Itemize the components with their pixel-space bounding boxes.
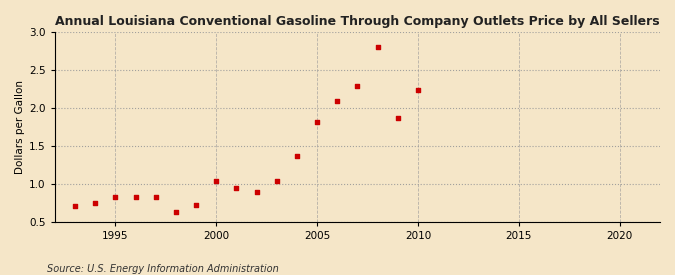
- Point: [211, 179, 221, 184]
- Point: [312, 119, 323, 124]
- Point: [332, 99, 343, 103]
- Point: [372, 45, 383, 49]
- Point: [271, 178, 282, 183]
- Y-axis label: Dollars per Gallon: Dollars per Gallon: [15, 80, 25, 174]
- Title: Annual Louisiana Conventional Gasoline Through Company Outlets Price by All Sell: Annual Louisiana Conventional Gasoline T…: [55, 15, 659, 28]
- Point: [70, 204, 80, 208]
- Point: [392, 116, 403, 120]
- Point: [130, 194, 141, 199]
- Point: [190, 203, 201, 207]
- Point: [231, 186, 242, 191]
- Point: [352, 84, 362, 88]
- Point: [151, 195, 161, 200]
- Point: [412, 87, 423, 92]
- Point: [251, 190, 262, 194]
- Point: [90, 200, 101, 205]
- Text: Source: U.S. Energy Information Administration: Source: U.S. Energy Information Administ…: [47, 264, 279, 274]
- Point: [292, 154, 302, 159]
- Point: [110, 195, 121, 200]
- Point: [171, 210, 182, 214]
